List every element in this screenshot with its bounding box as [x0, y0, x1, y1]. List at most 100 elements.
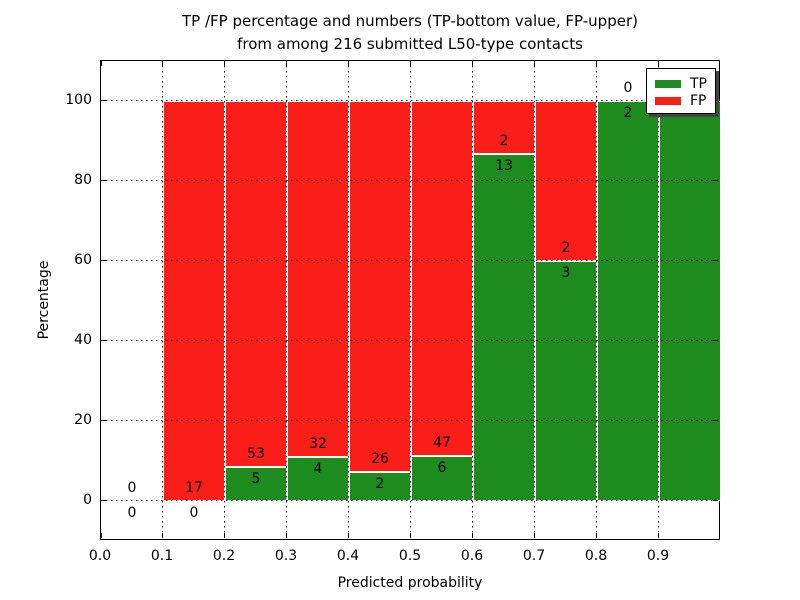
- y-tick-mark: [713, 180, 718, 181]
- fp-count-label: 0: [127, 480, 137, 496]
- y-gridline: [101, 180, 719, 181]
- x-tick-mark: [162, 533, 163, 538]
- x-gridline: [224, 61, 225, 539]
- x-tick-mark: [596, 533, 597, 538]
- fp-count-label: 53: [247, 445, 265, 462]
- tp-bar-segment: [659, 101, 721, 501]
- y-tick-label: 80: [74, 172, 92, 188]
- x-gridline: [348, 61, 349, 539]
- y-tick-mark: [713, 340, 718, 341]
- x-gridline: [658, 61, 659, 539]
- fp-bar-segment: [287, 101, 349, 457]
- fp-bar-segment: [473, 101, 535, 155]
- fp-count-label: 26: [371, 451, 389, 468]
- y-tick-mark: [101, 100, 106, 101]
- y-tick-mark: [713, 420, 718, 421]
- tp-count-label: 3: [561, 265, 571, 281]
- tp-bar-segment: [287, 456, 349, 501]
- fp-count-label: 0: [623, 80, 633, 96]
- legend-label-tp: TP: [690, 75, 707, 92]
- legend-swatch-tp-icon: [655, 79, 681, 88]
- tp-count-label: 0: [127, 505, 137, 521]
- y-tick-mark: [101, 500, 106, 501]
- tp-count-label: 2: [375, 476, 385, 493]
- x-tick-label: 0.5: [398, 548, 422, 564]
- x-tick-label: 0.6: [460, 548, 484, 564]
- x-tick-mark: [101, 533, 102, 538]
- y-tick-label: 60: [74, 252, 92, 268]
- tp-bar-segment: [225, 466, 287, 501]
- x-tick-label: 0.4: [336, 548, 360, 564]
- x-gridline: [596, 61, 597, 539]
- tp-bar-segment: [597, 101, 659, 501]
- y-tick-mark: [713, 260, 718, 261]
- x-gridline: [286, 61, 287, 539]
- fp-count-label: 2: [499, 133, 509, 150]
- y-tick-label: 40: [74, 332, 92, 348]
- x-tick-mark: [410, 533, 411, 538]
- fp-bar-segment: [225, 101, 287, 467]
- x-tick-label: 0.9: [646, 548, 670, 564]
- y-gridline: [101, 100, 719, 101]
- tp-bar-segment: [473, 154, 535, 501]
- y-gridline: [101, 340, 719, 341]
- y-tick-mark: [101, 260, 106, 261]
- tp-count-label: 13: [495, 158, 513, 175]
- y-gridline: [101, 500, 719, 501]
- x-tick-mark: [348, 533, 349, 538]
- legend-swatch-fp-icon: [655, 96, 681, 105]
- x-gridline: [534, 61, 535, 539]
- y-tick-mark: [101, 420, 106, 421]
- tp-count-label: 2: [623, 105, 633, 121]
- legend-row-fp: FP: [655, 92, 715, 109]
- x-tick-mark: [472, 533, 473, 538]
- legend: TP FP: [646, 68, 716, 114]
- fp-bar-segment: [163, 101, 225, 501]
- x-gridline: [472, 61, 473, 539]
- chart-title-line2: from among 216 submitted L50-type contac…: [237, 35, 583, 53]
- tp-count-label: 6: [437, 459, 447, 476]
- x-tick-mark: [658, 61, 659, 66]
- y-tick-label: 20: [74, 412, 92, 428]
- chart-title-line1: TP /FP percentage and numbers (TP-bottom…: [182, 12, 638, 30]
- tp-count-label: 0: [189, 505, 199, 521]
- x-tick-label: 0.8: [584, 548, 608, 564]
- fp-bar-segment: [349, 101, 411, 473]
- x-tick-mark: [101, 61, 102, 66]
- x-axis-label: Predicted probability: [337, 575, 483, 591]
- y-axis-label: Percentage: [36, 260, 52, 340]
- fp-count-label: 47: [433, 434, 451, 451]
- tp-count-label: 5: [251, 470, 261, 487]
- legend-row-tp: TP: [655, 75, 715, 92]
- fp-count-label: 32: [309, 435, 327, 452]
- x-tick-mark: [348, 61, 349, 66]
- y-tick-mark: [101, 180, 106, 181]
- x-tick-mark: [224, 61, 225, 66]
- x-tick-mark: [658, 533, 659, 538]
- y-tick-label: 0: [83, 492, 92, 508]
- x-tick-mark: [410, 61, 411, 66]
- legend-label-fp: FP: [690, 92, 707, 109]
- tp-bar-segment: [535, 261, 597, 501]
- tp-count-label: 4: [313, 460, 323, 477]
- x-tick-mark: [596, 61, 597, 66]
- y-gridline: [101, 260, 719, 261]
- x-tick-mark: [286, 533, 287, 538]
- x-gridline: [410, 61, 411, 539]
- x-tick-label: 0.1: [150, 548, 174, 564]
- x-tick-mark: [286, 61, 287, 66]
- y-tick-label: 100: [65, 92, 92, 108]
- x-tick-mark: [224, 533, 225, 538]
- x-tick-label: 0.7: [522, 548, 546, 564]
- x-tick-mark: [472, 61, 473, 66]
- x-tick-mark: [534, 533, 535, 538]
- x-tick-label: 0.0: [88, 548, 112, 564]
- y-tick-mark: [101, 340, 106, 341]
- x-tick-mark: [534, 61, 535, 66]
- x-tick-label: 0.3: [274, 548, 298, 564]
- fp-bar-segment: [411, 101, 473, 456]
- y-gridline: [101, 420, 719, 421]
- x-gridline: [162, 61, 163, 539]
- fp-bar-segment: [535, 101, 597, 261]
